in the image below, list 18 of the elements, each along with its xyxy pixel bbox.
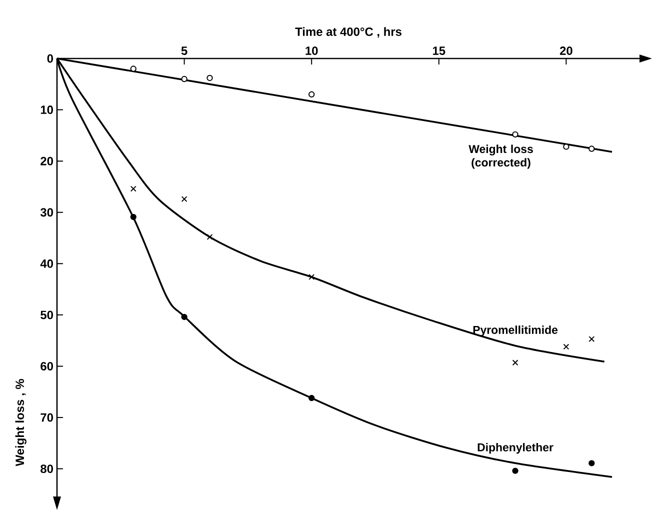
series-label: Pyromellitimide xyxy=(473,326,558,336)
y-tick-label: 50 xyxy=(40,310,53,320)
y-tick-label: 60 xyxy=(40,362,53,370)
x-tick-label: 10 xyxy=(306,46,318,55)
y-axis-title: Weight loss , % xyxy=(15,379,26,466)
x-axis-title: Time at 400°C , hrs xyxy=(295,27,402,38)
y-tick-label: 80 xyxy=(40,464,53,474)
x-tick-label: 5 xyxy=(181,46,188,55)
y-tick-label: 10 xyxy=(40,106,53,114)
series-label: Diphenylether xyxy=(478,442,554,454)
y-tick-label: 40 xyxy=(40,259,53,268)
y-tick-label: 20 xyxy=(40,156,53,166)
series-label: Weight loss (corrected) xyxy=(468,144,533,169)
y-tick-label: 30 xyxy=(40,208,53,217)
y-tick-label: 70 xyxy=(40,413,53,422)
x-tick-label: 20 xyxy=(560,46,572,55)
y-tick-label: 0 xyxy=(47,54,53,63)
x-tick-label: 15 xyxy=(432,46,446,55)
